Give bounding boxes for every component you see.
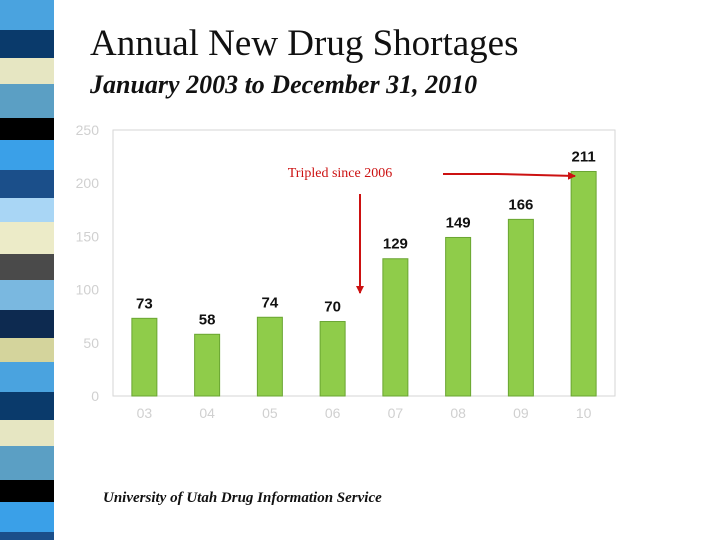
y-tick-label: 100 xyxy=(76,282,100,298)
bar-07 xyxy=(382,258,409,397)
strip-block xyxy=(0,532,54,540)
strip-block xyxy=(0,58,54,84)
data-label: 70 xyxy=(324,299,341,316)
strip-block xyxy=(0,198,54,222)
x-tick-label: 05 xyxy=(262,405,278,421)
x-tick-label: 10 xyxy=(576,405,592,421)
x-tick-label: 04 xyxy=(199,405,215,421)
strip-edge xyxy=(54,0,70,540)
bar-04 xyxy=(194,333,221,397)
bar-03 xyxy=(131,317,158,397)
x-tick-label: 06 xyxy=(325,405,341,421)
data-label: 58 xyxy=(199,311,216,328)
strip-block xyxy=(0,280,54,310)
x-tick-label: 09 xyxy=(513,405,529,421)
slide-title: Annual New Drug Shortages xyxy=(90,23,519,64)
x-tick-label: 07 xyxy=(388,405,404,421)
data-label: 166 xyxy=(508,196,533,213)
y-tick-label: 50 xyxy=(83,335,99,351)
bar-06 xyxy=(319,321,346,397)
strip-block xyxy=(0,222,54,254)
y-tick-label: 200 xyxy=(76,175,100,191)
data-label: 149 xyxy=(446,214,471,231)
data-label: 74 xyxy=(262,294,279,311)
decorative-strip xyxy=(0,0,70,540)
bar-05 xyxy=(256,316,283,397)
strip-block xyxy=(0,170,54,198)
strip-block xyxy=(0,480,54,502)
strip-block xyxy=(0,0,54,30)
strip-block xyxy=(0,362,54,392)
slide-subtitle: January 2003 to December 31, 2010 xyxy=(90,70,478,99)
strip-block xyxy=(0,420,54,446)
strip-block xyxy=(0,254,54,280)
strip-block xyxy=(0,310,54,338)
strip-block xyxy=(0,392,54,420)
data-label: 73 xyxy=(136,295,153,312)
data-label: 129 xyxy=(383,236,408,253)
strip-block xyxy=(0,84,54,118)
y-tick-label: 250 xyxy=(76,122,100,138)
data-label: 211 xyxy=(572,148,596,165)
x-tick-label: 03 xyxy=(137,405,153,421)
footer-source: University of Utah Drug Information Serv… xyxy=(103,490,382,506)
strip-block xyxy=(0,502,54,532)
strip-block xyxy=(0,140,54,170)
y-tick-label: 0 xyxy=(91,388,99,404)
annotation-text: Tripled since 2006 xyxy=(288,166,392,181)
y-tick-label: 150 xyxy=(76,228,100,244)
strip-block xyxy=(0,30,54,58)
strip-block xyxy=(0,118,54,140)
bar-09 xyxy=(507,218,534,397)
strip-block xyxy=(0,446,54,480)
annotation-arrow-right-tip xyxy=(496,171,576,180)
bar-chart: 0 50 100 150 200 250 03 04 05 06 07 08 09 10 73 58 74 7… xyxy=(76,122,616,421)
bar-10 xyxy=(570,170,597,397)
strip-block xyxy=(0,338,54,362)
bar-08 xyxy=(445,236,472,397)
x-tick-label: 08 xyxy=(450,405,466,421)
